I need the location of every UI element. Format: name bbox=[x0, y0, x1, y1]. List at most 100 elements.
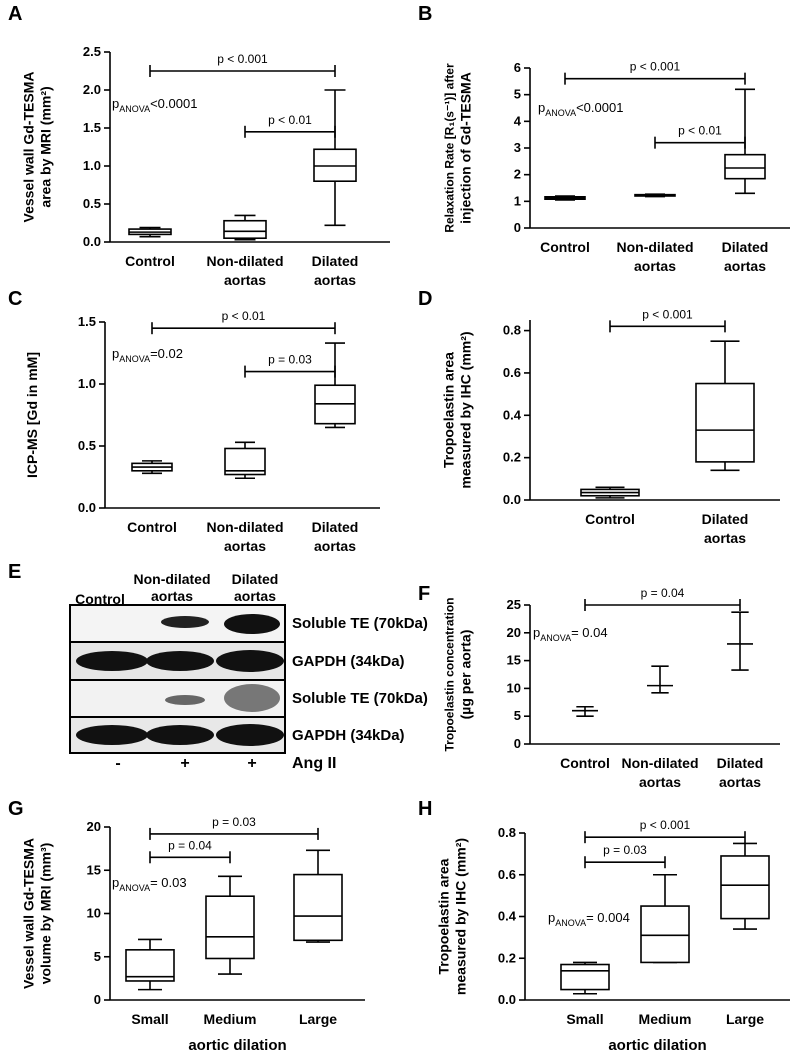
p-value: p < 0.01 bbox=[678, 124, 722, 138]
anova-sub: ANOVA bbox=[119, 883, 150, 893]
y-tick-label: 20 bbox=[507, 625, 521, 640]
x-tick-label: Small bbox=[131, 1011, 168, 1027]
y-axis-label: Vessel wall Gd-TESMA bbox=[21, 838, 37, 989]
y-tick-label: 1 bbox=[514, 193, 521, 208]
y-tick-label: 0.0 bbox=[498, 992, 516, 1007]
y-axis-label: injection of Gd-TESMA bbox=[458, 72, 474, 224]
row-label: Soluble TE (70kDa) bbox=[292, 615, 428, 632]
x-tick-label: Large bbox=[299, 1011, 337, 1027]
anova-p-value: pANOVA<0.0001 bbox=[112, 96, 197, 114]
y-tick-label: 15 bbox=[507, 653, 521, 668]
y-axis-label: Tropoelastin area bbox=[441, 352, 457, 468]
row-label: Soluble TE (70kDa) bbox=[292, 690, 428, 707]
blot bbox=[69, 604, 286, 754]
anova-sub: ANOVA bbox=[119, 354, 150, 364]
anova-p: p bbox=[112, 875, 119, 890]
y-tick-label: 25 bbox=[507, 597, 521, 612]
p-value: p < 0.01 bbox=[222, 309, 266, 323]
band bbox=[224, 684, 280, 712]
y-tick-label: 0.4 bbox=[503, 407, 522, 422]
band bbox=[161, 616, 209, 628]
box bbox=[724, 153, 766, 180]
p-value: p < 0.001 bbox=[642, 307, 693, 321]
x-tick-label: Large bbox=[726, 1011, 764, 1027]
y-tick-label: 10 bbox=[87, 906, 101, 921]
y-tick-label: 0 bbox=[514, 220, 521, 235]
y-axis-label: Tropoelastin area bbox=[436, 858, 452, 974]
band bbox=[165, 695, 205, 705]
panel-letter: D bbox=[418, 288, 432, 310]
row-label: GAPDH (34kDa) bbox=[292, 653, 405, 670]
y-tick-label: 2.5 bbox=[83, 44, 101, 59]
y-tick-label: 1.0 bbox=[83, 158, 101, 173]
p-value: p = 0.04 bbox=[641, 586, 685, 600]
band bbox=[146, 725, 214, 745]
lane-label: Non-dilated aortas bbox=[134, 571, 211, 604]
x-axis-label: aortic dilation bbox=[188, 1037, 286, 1054]
y-tick-label: 5 bbox=[514, 708, 521, 723]
anova-p-value: pANOVA= 0.004 bbox=[548, 910, 630, 928]
band bbox=[224, 614, 280, 634]
y-tick-label: 0.0 bbox=[78, 500, 96, 515]
x-tick-label: Non-dilated aortas bbox=[207, 253, 284, 288]
anova-p: p bbox=[533, 625, 540, 640]
anova-p-value: pANOVA=0.02 bbox=[112, 346, 183, 364]
p-value: p < 0.001 bbox=[630, 60, 681, 74]
x-tick-label: Control bbox=[127, 519, 177, 535]
p-value: p < 0.001 bbox=[217, 52, 268, 66]
p-value: p = 0.03 bbox=[212, 815, 256, 829]
y-tick-label: 20 bbox=[87, 819, 101, 834]
box bbox=[720, 855, 770, 920]
anova-value: <0.0001 bbox=[150, 96, 197, 111]
anova-sub: ANOVA bbox=[540, 633, 571, 643]
panel-letter: G bbox=[8, 798, 24, 820]
x-tick-label: Control bbox=[560, 755, 610, 771]
y-tick-label: 0.2 bbox=[498, 950, 516, 965]
box bbox=[205, 895, 255, 960]
band bbox=[146, 651, 214, 671]
y-tick-label: 0.5 bbox=[78, 438, 96, 453]
row-label: GAPDH (34kDa) bbox=[292, 727, 405, 744]
anova-p-value: pANOVA<0.0001 bbox=[538, 100, 623, 118]
y-tick-label: 0.8 bbox=[498, 825, 516, 840]
lane-label: Control bbox=[75, 591, 125, 607]
x-tick-label: Non-dilated aortas bbox=[622, 755, 699, 790]
y-axis-label: ICP-MS [Gd in mM] bbox=[24, 352, 40, 478]
treatment-label: Ang II bbox=[292, 755, 336, 772]
x-tick-label: Dilated aortas bbox=[702, 511, 749, 546]
y-tick-label: 5 bbox=[94, 949, 101, 964]
band bbox=[216, 724, 284, 746]
x-tick-label: Dilated aortas bbox=[717, 755, 764, 790]
y-axis-label: measured by IHC (mm²) bbox=[458, 331, 474, 488]
anova-sub: ANOVA bbox=[119, 104, 150, 114]
x-axis-label: aortic dilation bbox=[608, 1037, 706, 1054]
box bbox=[125, 949, 175, 982]
box bbox=[695, 382, 755, 463]
band bbox=[76, 651, 148, 671]
x-tick-label: Dilated aortas bbox=[312, 519, 359, 554]
y-axis-label: Relaxation Rate [R₁(s⁻¹)] after bbox=[443, 63, 457, 233]
x-tick-label: Non-dilated aortas bbox=[617, 239, 694, 274]
y-tick-label: 1.5 bbox=[83, 120, 101, 135]
anova-p: p bbox=[112, 96, 119, 111]
x-tick-label: Non-dilated aortas bbox=[207, 519, 284, 554]
anova-p: p bbox=[112, 346, 119, 361]
panel-letter: A bbox=[8, 3, 22, 25]
box bbox=[223, 219, 267, 240]
x-tick-label: Medium bbox=[639, 1011, 692, 1027]
box bbox=[560, 963, 610, 991]
p-value: p < 0.001 bbox=[640, 818, 691, 832]
y-tick-label: 0.0 bbox=[83, 234, 101, 249]
y-axis-label: Vessel wall Gd-TESMA bbox=[21, 72, 37, 223]
anova-p: p bbox=[548, 910, 555, 925]
band bbox=[76, 725, 148, 745]
anova-value: =0.02 bbox=[150, 346, 183, 361]
x-tick-label: Dilated aortas bbox=[722, 239, 769, 274]
panel-letter: F bbox=[418, 583, 430, 605]
y-tick-label: 15 bbox=[87, 862, 101, 877]
y-tick-label: 6 bbox=[514, 60, 521, 75]
panel-letter: H bbox=[418, 798, 432, 820]
y-axis-label: volume by MRI (mm³) bbox=[38, 843, 54, 985]
anova-value: = 0.04 bbox=[571, 625, 608, 640]
